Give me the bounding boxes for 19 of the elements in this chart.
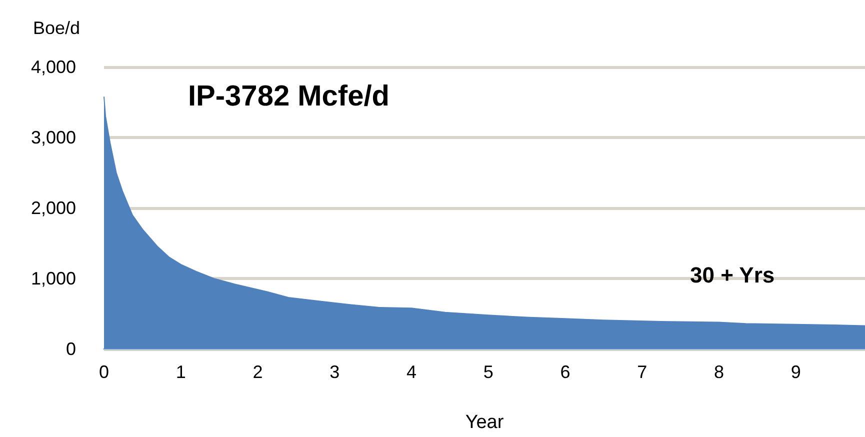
y-tick-label: 0 [66, 339, 76, 359]
x-tick-label: 1 [176, 362, 186, 382]
y-tick-label: 2,000 [30, 198, 76, 218]
y-tick-label: 4,000 [30, 57, 76, 77]
x-tick-label: 0 [98, 362, 110, 382]
x-tick-label: 5 [483, 362, 494, 382]
x-tick-label: 9 [790, 362, 801, 382]
x-tick-label: 3 [330, 362, 340, 382]
annotation: 30 + Yrs [690, 262, 775, 288]
x-tick-label: 7 [637, 362, 648, 382]
y-tick-label: 1,000 [30, 268, 76, 288]
x-tick-label: 2 [252, 362, 263, 382]
annotation: IP-3782 Mcfe/d [188, 80, 390, 112]
y-axis-title: Boe/d [32, 18, 80, 38]
x-tick-label: 6 [560, 362, 570, 382]
x-tick-label: 4 [406, 362, 416, 382]
x-axis-title: Year [465, 412, 504, 433]
y-tick-label: 3,000 [30, 128, 76, 148]
x-tick-label: 8 [714, 362, 724, 382]
